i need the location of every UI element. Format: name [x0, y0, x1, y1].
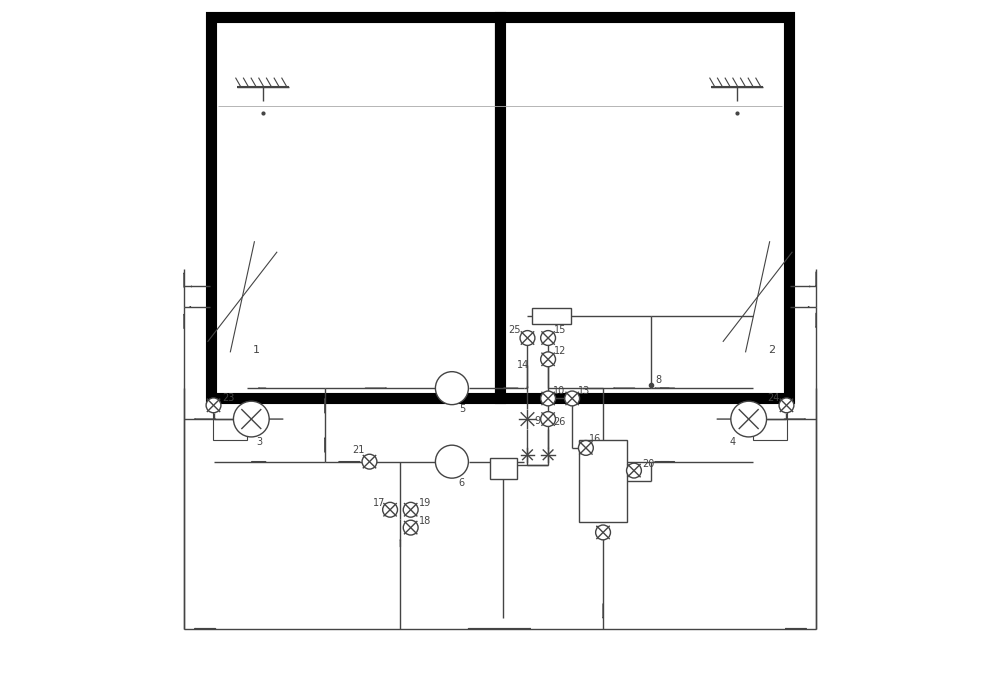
Bar	[213, 397, 247, 440]
Text: 18: 18	[419, 515, 431, 526]
Bar	[500, 17, 789, 398]
Circle shape	[565, 391, 580, 406]
Circle shape	[435, 372, 468, 405]
Bar	[579, 440, 627, 522]
Text: 16: 16	[589, 434, 602, 444]
Circle shape	[233, 401, 269, 437]
Circle shape	[779, 398, 794, 413]
Circle shape	[403, 502, 418, 517]
Circle shape	[627, 463, 641, 478]
Text: 12: 12	[554, 346, 566, 356]
Circle shape	[520, 330, 535, 346]
Text: 25: 25	[508, 324, 521, 335]
Text: 23: 23	[222, 392, 234, 403]
Text: 17: 17	[373, 497, 385, 508]
Text: 26: 26	[553, 417, 565, 427]
Circle shape	[206, 398, 221, 413]
Text: 9: 9	[534, 416, 540, 426]
Circle shape	[596, 525, 610, 540]
Text: 7: 7	[507, 472, 513, 482]
Bar	[532, 308, 571, 324]
Text: 14: 14	[516, 359, 529, 370]
Text: 8: 8	[655, 374, 661, 385]
Circle shape	[541, 391, 556, 406]
Text: 1: 1	[253, 345, 260, 355]
Circle shape	[383, 502, 397, 517]
Text: 10: 10	[553, 386, 565, 396]
Bar	[211, 17, 500, 398]
Text: 6: 6	[459, 477, 465, 488]
Circle shape	[435, 445, 468, 478]
Text: 2: 2	[768, 345, 775, 355]
Bar	[490, 458, 517, 479]
Circle shape	[541, 330, 556, 346]
Text: 21: 21	[352, 444, 365, 455]
Text: PID: PID	[544, 311, 559, 321]
Circle shape	[731, 401, 767, 437]
Text: 11: 11	[595, 526, 607, 536]
Bar	[753, 397, 787, 440]
Text: 5: 5	[459, 404, 465, 414]
Text: 13: 13	[578, 386, 590, 396]
Text: 15: 15	[554, 324, 566, 335]
Text: 19: 19	[419, 497, 431, 508]
Text: 4: 4	[729, 436, 736, 447]
Text: 3: 3	[257, 436, 263, 447]
Circle shape	[362, 454, 377, 469]
Circle shape	[541, 412, 556, 427]
Text: 20: 20	[642, 459, 655, 469]
Circle shape	[403, 520, 418, 535]
Circle shape	[541, 352, 556, 367]
Text: 24: 24	[767, 392, 780, 403]
Circle shape	[578, 440, 593, 455]
